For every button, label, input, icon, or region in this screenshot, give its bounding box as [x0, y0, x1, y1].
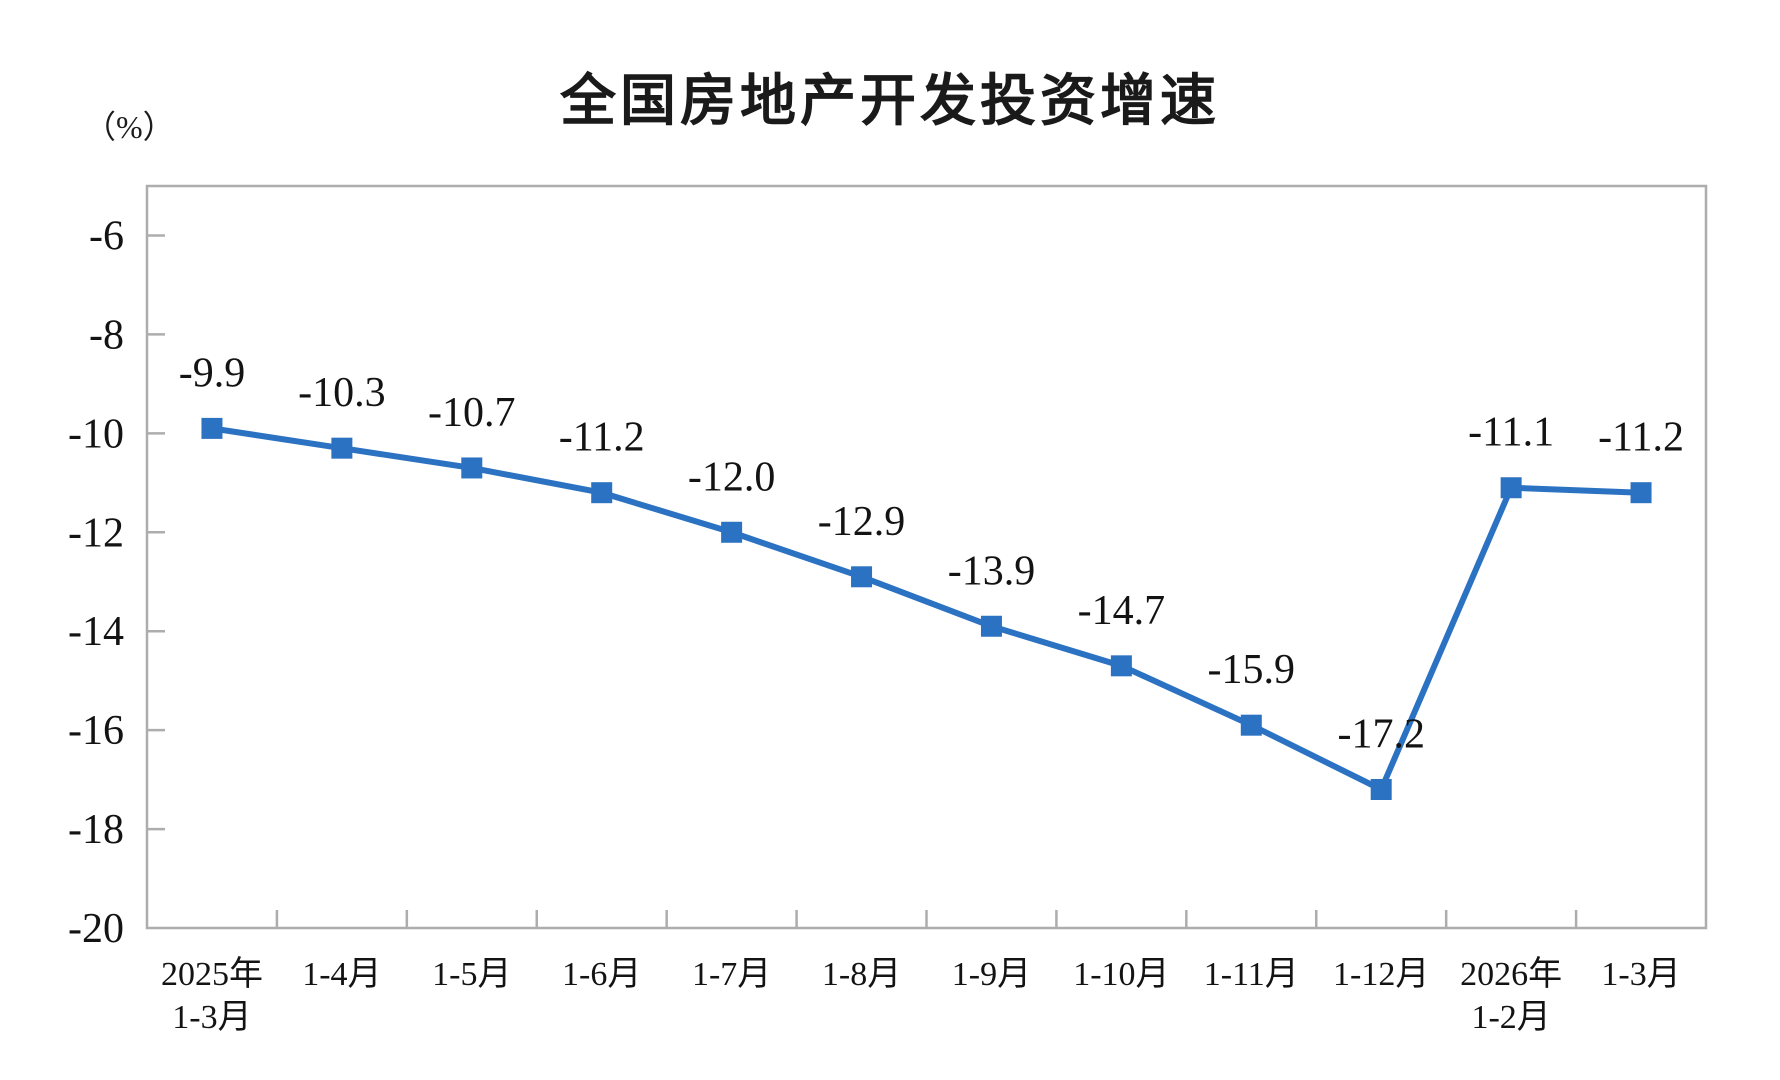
x-axis-label: 1-12月 [1333, 956, 1429, 993]
y-axis-label: -12 [68, 510, 124, 556]
data-point-marker [1240, 714, 1262, 736]
data-point-marker [851, 566, 873, 588]
x-axis-label: 1-7月 [692, 956, 771, 993]
y-axis-label: -6 [89, 213, 124, 259]
x-axis-label: 1-3月 [1601, 956, 1680, 993]
data-point-marker [461, 457, 483, 479]
x-axis-label: 1-5月 [432, 956, 511, 993]
data-point-label: -11.2 [559, 415, 645, 461]
data-point-marker [1370, 778, 1392, 800]
data-point-label: -12.9 [818, 499, 906, 545]
data-point-marker [1500, 477, 1522, 499]
data-point-label: -13.9 [948, 548, 1036, 594]
data-point-label: -11.2 [1598, 415, 1684, 461]
x-axis-label: 1-6月 [562, 956, 641, 993]
data-point-marker [331, 437, 353, 459]
y-axis-unit-label: （%） [84, 109, 175, 145]
x-axis-label: 1-8月 [822, 956, 901, 993]
y-axis-label: -16 [68, 708, 124, 754]
y-axis-label: -20 [68, 906, 124, 952]
y-axis-label: -18 [68, 807, 124, 853]
data-point-label: -17.2 [1337, 711, 1425, 757]
x-axis-label: 1-9月 [952, 956, 1031, 993]
x-axis-label: 1-4月 [302, 956, 381, 993]
series-line [211, 425, 1642, 794]
data-point-label: -15.9 [1208, 647, 1296, 693]
data-point-label: -11.1 [1468, 410, 1554, 456]
data-point-label: -14.7 [1078, 588, 1166, 634]
x-axis-label: 1-10月 [1073, 956, 1169, 993]
data-point-label: -10.7 [428, 390, 516, 436]
data-point-marker [1630, 482, 1652, 504]
y-axis-label: -14 [68, 609, 124, 655]
y-axis-label: -8 [89, 312, 124, 358]
x-axis-label: 2026年 1-2月 [1460, 955, 1562, 1036]
data-point-label: -9.9 [179, 350, 246, 396]
data-point-marker [721, 521, 743, 543]
data-point-marker [591, 482, 613, 504]
data-point-label: -10.3 [298, 370, 386, 416]
x-axis-label: 2025年 1-3月 [161, 955, 263, 1036]
data-point-marker [1110, 655, 1132, 677]
data-point-marker [201, 417, 223, 439]
y-axis-label: -10 [68, 411, 124, 457]
x-axis-label: 1-11月 [1204, 956, 1299, 993]
chart-title: 全国房地产开发投资增速 [560, 69, 1220, 134]
plot-border [145, 184, 1708, 930]
data-point-marker [980, 615, 1002, 637]
data-point-label: -12.0 [688, 454, 776, 500]
